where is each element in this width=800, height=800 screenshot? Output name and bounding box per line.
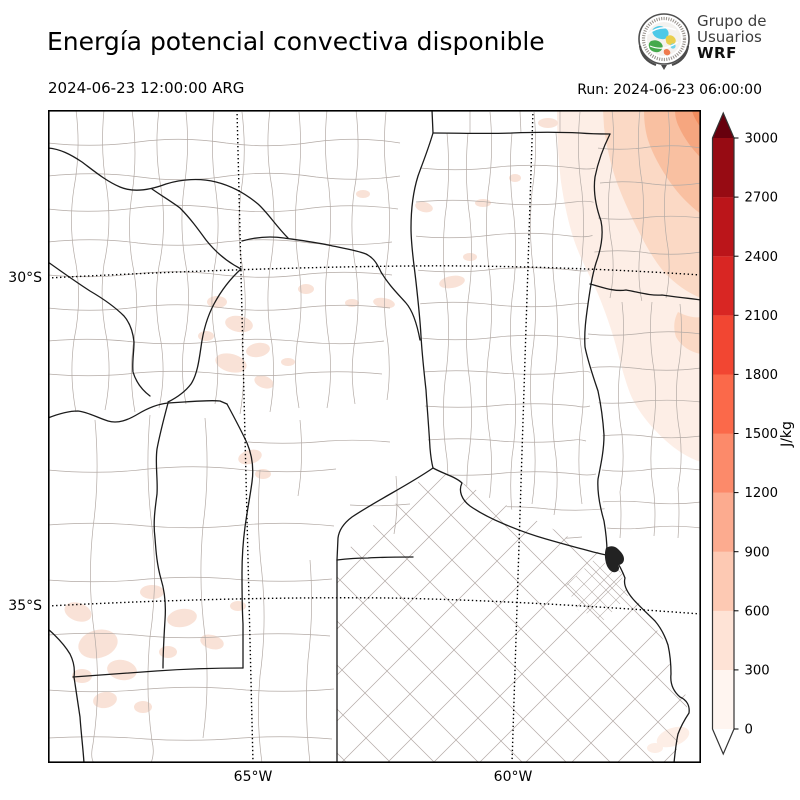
- parana-delta: [604, 546, 624, 573]
- graticule-gridlines: [48, 110, 701, 763]
- colorbar-segments: [711, 111, 735, 756]
- svg-text:1800: 1800: [745, 368, 779, 383]
- svg-text:1200: 1200: [745, 486, 779, 501]
- province-boundaries: [48, 110, 701, 763]
- colorbar-tick-labels: 0 300 600 900 1200 1500 1800 2100 2400 2…: [745, 132, 779, 738]
- department-boundaries-amba: [566, 558, 628, 620]
- logo-line-3: WRF: [697, 44, 737, 62]
- svg-text:1500: 1500: [745, 427, 779, 442]
- department-boundaries-er: [587, 302, 701, 539]
- colorbar-over-arrow: [712, 113, 734, 138]
- colorbar-segment: [712, 315, 734, 375]
- colorbar-under-arrow: [712, 729, 734, 754]
- wrf-logo-text: Grupo de Usuarios WRF: [697, 13, 767, 61]
- colorbar-segment: [712, 551, 734, 611]
- logo-line-2: Usuarios: [697, 28, 762, 46]
- map-frame: [48, 110, 701, 763]
- colorbar-segment: [712, 433, 734, 493]
- run-time-label: Run: 2024-06-23 06:00:00: [577, 82, 762, 98]
- lat-tick-30s: 30°S: [8, 270, 42, 286]
- svg-text:300: 300: [745, 664, 770, 679]
- svg-text:2700: 2700: [745, 191, 779, 206]
- svg-text:2400: 2400: [745, 250, 779, 265]
- department-boundaries-center: [413, 110, 606, 540]
- cape-shading: [557, 110, 701, 462]
- colorbar-segment: [712, 492, 734, 552]
- lat-tick-35s: 35°S: [8, 598, 42, 614]
- colorbar-unit-label: J/kg: [779, 421, 795, 448]
- wrf-logo-globe-icon: [638, 13, 690, 70]
- svg-text:0: 0: [745, 723, 753, 738]
- cape-faint-patches: [64, 118, 690, 753]
- colorbar: 0 300 600 900 1200 1500 1800 2100 2400 2…: [711, 111, 795, 756]
- colorbar-segment: [712, 197, 734, 257]
- colorbar-segment: [712, 138, 734, 198]
- valid-time-label: 2024-06-23 12:00:00 ARG: [48, 79, 245, 97]
- lon-tick-65w: 65°W: [233, 769, 273, 785]
- colorbar-segment: [712, 374, 734, 434]
- colorbar-tickmarks: [734, 137, 739, 730]
- department-boundaries-ne: [593, 110, 701, 302]
- logo-line-1: Grupo de: [697, 12, 767, 30]
- colorbar-segment: [712, 669, 734, 730]
- department-boundaries: [48, 110, 411, 763]
- colorbar-segment: [712, 610, 734, 670]
- colorbar-segment: [712, 256, 734, 316]
- svg-text:900: 900: [745, 545, 770, 560]
- svg-text:600: 600: [745, 604, 770, 619]
- map-canvas: [48, 110, 701, 763]
- svg-text:3000: 3000: [745, 132, 779, 147]
- lon-tick-60w: 60°W: [493, 769, 533, 785]
- svg-text:2100: 2100: [745, 309, 779, 324]
- page-title: Energía potencial convectiva disponible: [47, 27, 545, 56]
